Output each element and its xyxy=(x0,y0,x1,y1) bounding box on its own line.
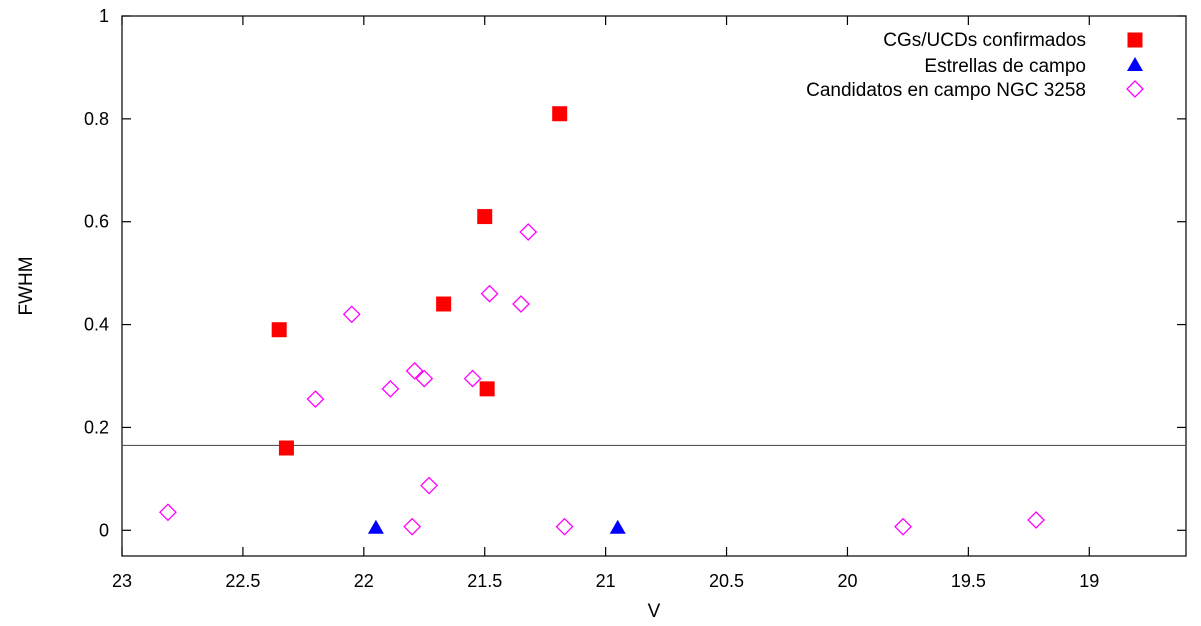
candidate-point xyxy=(480,284,499,303)
candidate-point xyxy=(420,476,439,495)
y-axis-title: FWHM xyxy=(16,256,37,315)
candidate-point xyxy=(555,517,574,536)
candidate-point xyxy=(1027,511,1045,529)
candidate-point xyxy=(405,361,424,380)
legend-markers xyxy=(1126,32,1144,98)
y-tick-label: 1 xyxy=(99,6,109,26)
candidate-point xyxy=(463,369,482,388)
y-tick-label: 0.8 xyxy=(84,109,109,129)
axis-ticks xyxy=(121,15,1186,556)
y-tick-label: 0 xyxy=(99,520,109,540)
x-tick-label: 22.5 xyxy=(225,571,260,591)
legend-label-confirmed: CGs/UCDs confirmados xyxy=(883,30,1086,51)
y-tick-label: 0.4 xyxy=(84,315,109,335)
candidate-point xyxy=(894,517,912,536)
x-tick-label: 21 xyxy=(596,571,616,591)
field-star-point xyxy=(367,519,384,534)
data-points xyxy=(159,106,1045,536)
legend-marker-confirmed xyxy=(1127,32,1143,48)
plot-frame xyxy=(121,15,1187,557)
x-tick-label: 21.5 xyxy=(467,571,502,591)
x-axis-title: V xyxy=(648,601,661,622)
x-tick-label: 20.5 xyxy=(709,571,744,591)
confirmed-point xyxy=(271,322,287,338)
x-tick-label: 19 xyxy=(1079,571,1099,591)
y-tick-label: 0.2 xyxy=(84,417,109,437)
legend-marker-candidates xyxy=(1126,80,1144,98)
x-tick-label: 19.5 xyxy=(951,571,986,591)
candidate-point xyxy=(159,503,177,522)
candidate-point xyxy=(403,517,422,536)
legend-marker-field-stars xyxy=(1127,57,1143,71)
candidate-point xyxy=(381,379,400,398)
axis-tick-labels: 23 22.5 22 21.5 21 20.5 20 19.5 19 0 0.2 0.4 0.6 0.8 1 xyxy=(84,6,1099,591)
confirmed-point xyxy=(436,296,452,312)
confirmed-point xyxy=(477,209,493,225)
candidate-point xyxy=(519,223,538,241)
confirmed-point xyxy=(278,440,294,456)
candidate-point xyxy=(342,305,361,324)
x-tick-label: 22 xyxy=(354,571,374,591)
x-tick-label: 23 xyxy=(112,571,132,591)
candidate-point xyxy=(415,369,434,388)
y-tick-label: 0.6 xyxy=(84,212,109,232)
legend-label-field-stars: Estrellas de campo xyxy=(924,56,1086,77)
candidate-point xyxy=(306,390,325,409)
confirmed-point xyxy=(552,106,568,122)
legend: CGs/UCDs confirmados Estrellas de campo … xyxy=(806,30,1144,101)
field-star-point xyxy=(609,519,626,534)
candidate-point xyxy=(512,295,530,313)
x-tick-label: 20 xyxy=(837,571,857,591)
legend-label-candidates: Candidatos en campo NGC 3258 xyxy=(806,80,1086,101)
confirmed-point xyxy=(479,381,495,397)
